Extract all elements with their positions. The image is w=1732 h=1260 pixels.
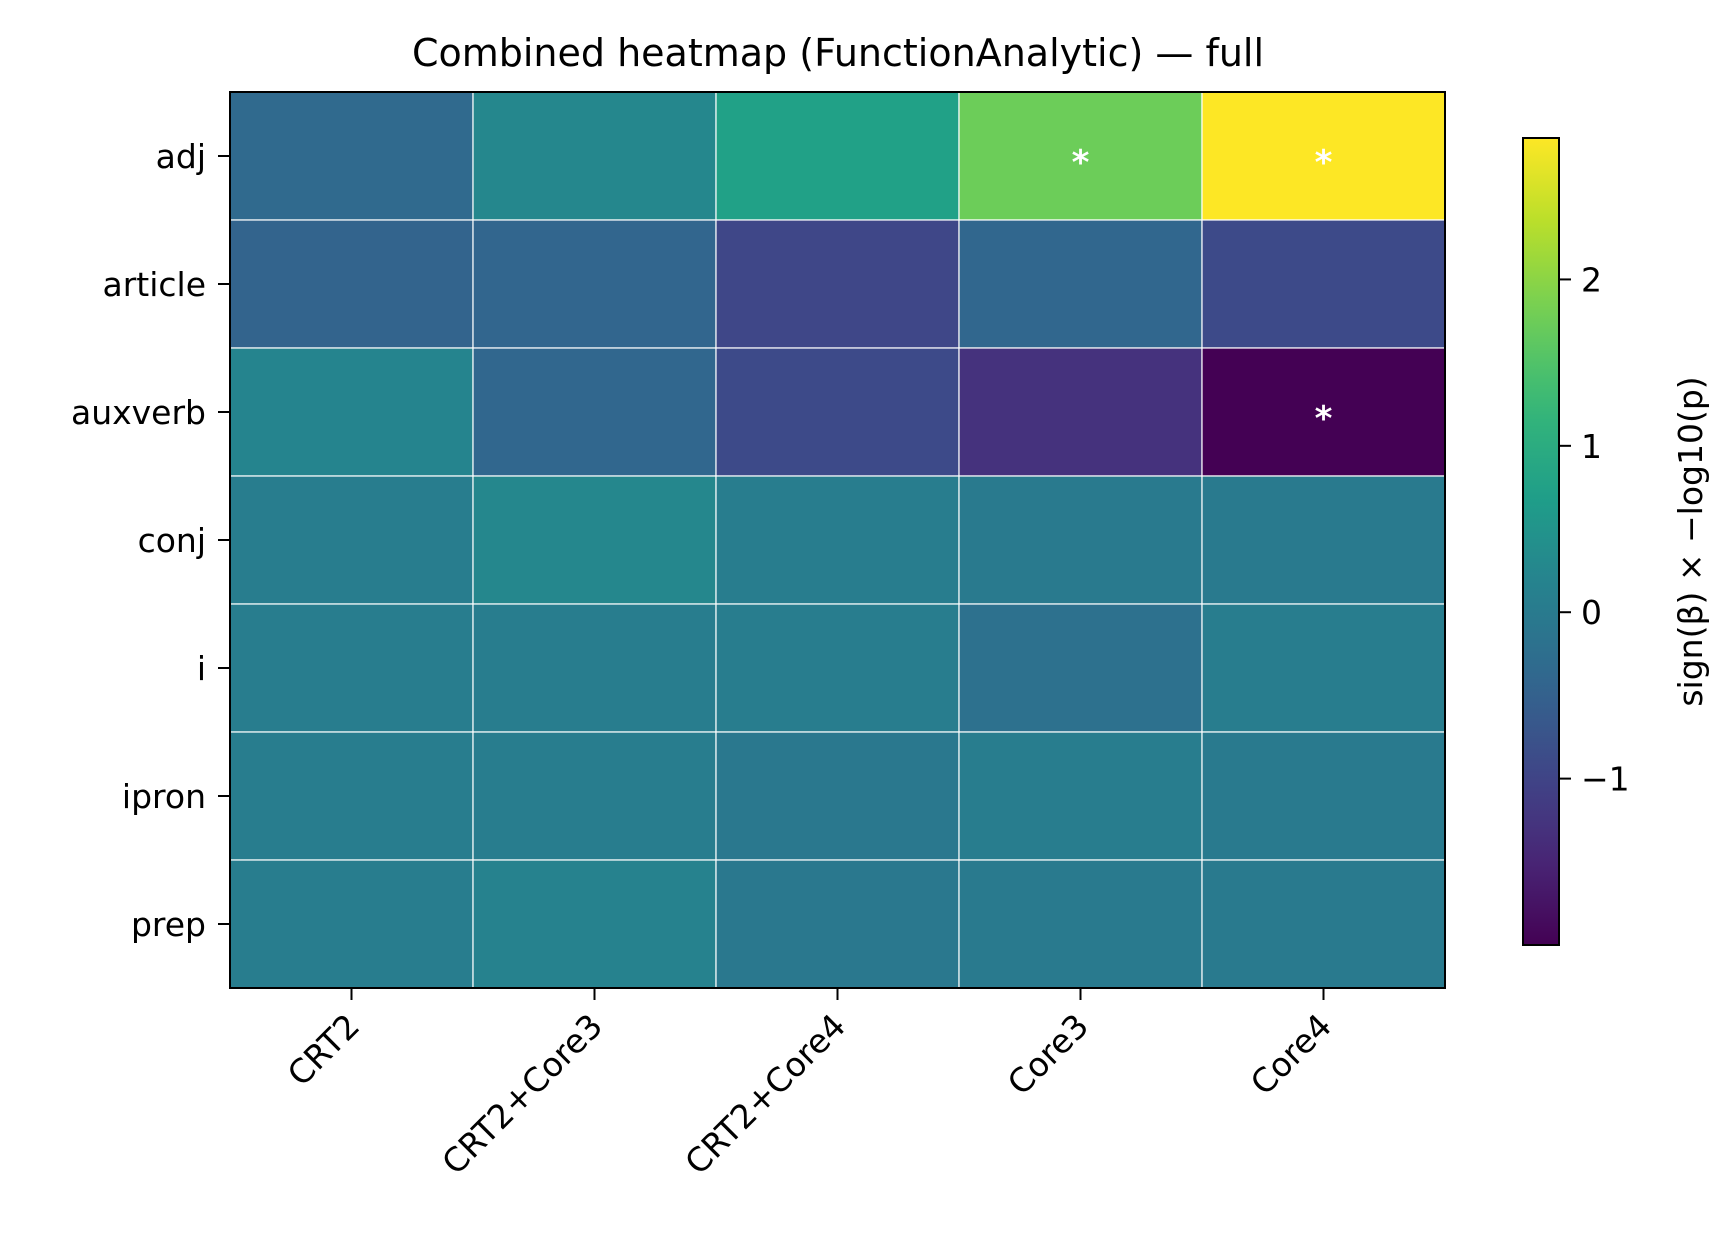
heatmap-cell <box>715 347 960 477</box>
heatmap-cell <box>958 347 1203 477</box>
heatmap-cell <box>472 219 717 349</box>
heatmap-cell <box>1201 475 1446 605</box>
heatmap-cell <box>472 731 717 861</box>
y-tick-label: article <box>102 265 206 304</box>
significance-marker: * <box>1072 143 1090 183</box>
heatmap-cell <box>958 859 1203 989</box>
heatmap-cell <box>229 219 474 349</box>
heatmap-cell <box>472 603 717 733</box>
colorbar-ticks: −1 0 1 2 <box>1559 260 1630 799</box>
significance-marker: * <box>1315 399 1333 439</box>
heatmap-cell <box>958 91 1203 221</box>
heatmap-cell <box>715 731 960 861</box>
heatmap-cells <box>229 91 1446 989</box>
significance-markers: * * * <box>1072 143 1333 439</box>
x-tick-label: CRT2+Core3 <box>434 1006 610 1182</box>
heatmap-cell <box>958 731 1203 861</box>
y-tick-label: prep <box>131 905 206 944</box>
heatmap-cell <box>472 91 717 221</box>
y-tick-label: ipron <box>122 777 206 816</box>
chart-title: Combined heatmap (FunctionAnalytic) — fu… <box>412 31 1264 75</box>
heatmap-cell <box>958 475 1203 605</box>
y-axis: adj article auxverb conj i ipron prep <box>71 137 230 944</box>
heatmap-cell <box>1201 91 1446 221</box>
heatmap-cell <box>958 603 1203 733</box>
heatmap-cell <box>472 347 717 477</box>
heatmap-cell <box>229 731 474 861</box>
colorbar-tick-label: 0 <box>1581 593 1602 632</box>
colorbar-label: sign(β) × −log10(p) <box>1671 376 1710 706</box>
heatmap-cell <box>715 603 960 733</box>
heatmap-cell <box>1201 603 1446 733</box>
x-axis: CRT2 CRT2+Core3 CRT2+Core4 Core3 Core4 <box>280 988 1339 1182</box>
heatmap-cell <box>229 859 474 989</box>
heatmap-cell <box>715 91 960 221</box>
heatmap-cell <box>472 475 717 605</box>
heatmap-cell <box>229 603 474 733</box>
colorbar-tick-label: −1 <box>1581 760 1630 799</box>
heatmap-cell <box>1201 731 1446 861</box>
heatmap-cell <box>229 347 474 477</box>
heatmap-cell <box>1201 859 1446 989</box>
significance-marker: * <box>1315 143 1333 183</box>
y-tick-label: adj <box>156 137 206 176</box>
heatmap-cell <box>1201 219 1446 349</box>
heatmap-cell <box>715 475 960 605</box>
heatmap-cell <box>229 475 474 605</box>
colorbar-tick-label: 1 <box>1581 427 1602 466</box>
heatmap-cell <box>958 219 1203 349</box>
x-tick-label: Core4 <box>1243 1006 1339 1102</box>
y-tick-label: auxverb <box>71 393 206 432</box>
heatmap-cell <box>715 859 960 989</box>
colorbar-tick-label: 2 <box>1581 260 1602 299</box>
x-tick-label: Core3 <box>1000 1006 1096 1102</box>
x-tick-label: CRT2 <box>280 1006 367 1093</box>
heatmap-cell <box>472 859 717 989</box>
x-tick-label: CRT2+Core4 <box>677 1006 853 1182</box>
heatmap-cell <box>229 91 474 221</box>
y-tick-label: conj <box>138 521 206 560</box>
heatmap-cell <box>1201 347 1446 477</box>
heatmap-cell <box>715 219 960 349</box>
y-tick-label: i <box>197 649 206 688</box>
colorbar <box>1522 137 1560 946</box>
